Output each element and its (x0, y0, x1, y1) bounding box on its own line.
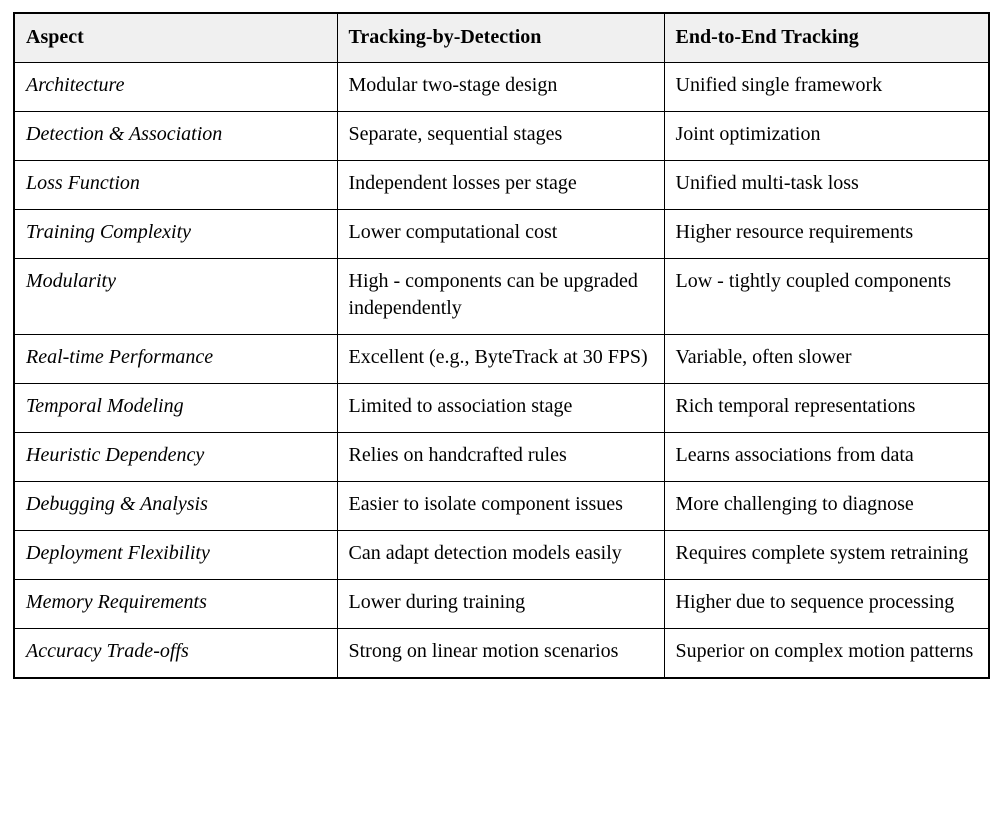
end-to-end-tracking-cell: Unified single framework (663, 62, 990, 112)
aspect-cell: Deployment Flexibility (13, 530, 338, 580)
aspect-cell: Temporal Modeling (13, 383, 338, 433)
end-to-end-tracking-cell: Higher resource requirements (663, 209, 990, 259)
table-row: Memory Requirements Lower during trainin… (13, 579, 990, 629)
table-row: Architecture Modular two-stage design Un… (13, 62, 990, 112)
page: Aspect Tracking-by-Detection End-to-End … (13, 12, 990, 679)
end-to-end-tracking-cell: Rich temporal representations (663, 383, 990, 433)
tracking-by-detection-cell: Excellent (e.g., ByteTrack at 30 FPS) (336, 334, 665, 384)
aspect-cell: Real-time Performance (13, 334, 338, 384)
end-to-end-tracking-cell: Low - tightly coupled components (663, 258, 990, 335)
aspect-cell: Training Complexity (13, 209, 338, 259)
aspect-cell: Modularity (13, 258, 338, 335)
table-row: Heuristic Dependency Relies on handcraft… (13, 432, 990, 482)
aspect-cell: Architecture (13, 62, 338, 112)
end-to-end-tracking-cell: More challenging to diagnose (663, 481, 990, 531)
tracking-by-detection-cell: Relies on handcrafted rules (336, 432, 665, 482)
column-header-tracking-by-detection: Tracking-by-Detection (336, 12, 665, 63)
column-header-aspect: Aspect (13, 12, 338, 63)
table-row: Modularity High - components can be upgr… (13, 258, 990, 335)
aspect-cell: Loss Function (13, 160, 338, 210)
aspect-cell: Memory Requirements (13, 579, 338, 629)
aspect-cell: Heuristic Dependency (13, 432, 338, 482)
tracking-by-detection-cell: Lower computational cost (336, 209, 665, 259)
tracking-by-detection-cell: Strong on linear motion scenarios (336, 628, 665, 679)
aspect-cell: Detection & Association (13, 111, 338, 161)
aspect-cell: Debugging & Analysis (13, 481, 338, 531)
tracking-by-detection-cell: Independent losses per stage (336, 160, 665, 210)
table-row: Debugging & Analysis Easier to isolate c… (13, 481, 990, 531)
end-to-end-tracking-cell: Joint optimization (663, 111, 990, 161)
aspect-cell: Accuracy Trade-offs (13, 628, 338, 679)
end-to-end-tracking-cell: Variable, often slower (663, 334, 990, 384)
tracking-by-detection-cell: Can adapt detection models easily (336, 530, 665, 580)
tracking-by-detection-cell: Limited to association stage (336, 383, 665, 433)
table-row: Accuracy Trade-offs Strong on linear mot… (13, 628, 990, 679)
table-row: Deployment Flexibility Can adapt detecti… (13, 530, 990, 580)
header-row: Aspect Tracking-by-Detection End-to-End … (13, 12, 990, 63)
tracking-by-detection-cell: Separate, sequential stages (336, 111, 665, 161)
end-to-end-tracking-cell: Higher due to sequence processing (663, 579, 990, 629)
end-to-end-tracking-cell: Requires complete system retraining (663, 530, 990, 580)
table-row: Training Complexity Lower computational … (13, 209, 990, 259)
end-to-end-tracking-cell: Superior on complex motion patterns (663, 628, 990, 679)
comparison-table: Aspect Tracking-by-Detection End-to-End … (13, 12, 990, 679)
table-row: Real-time Performance Excellent (e.g., B… (13, 334, 990, 384)
end-to-end-tracking-cell: Learns associations from data (663, 432, 990, 482)
table-row: Loss Function Independent losses per sta… (13, 160, 990, 210)
tracking-by-detection-cell: High - components can be upgraded indepe… (336, 258, 665, 335)
table-row: Temporal Modeling Limited to association… (13, 383, 990, 433)
tracking-by-detection-cell: Modular two-stage design (336, 62, 665, 112)
table-row: Detection & Association Separate, sequen… (13, 111, 990, 161)
end-to-end-tracking-cell: Unified multi-task loss (663, 160, 990, 210)
tracking-by-detection-cell: Lower during training (336, 579, 665, 629)
column-header-end-to-end-tracking: End-to-End Tracking (663, 12, 990, 63)
tracking-by-detection-cell: Easier to isolate component issues (336, 481, 665, 531)
